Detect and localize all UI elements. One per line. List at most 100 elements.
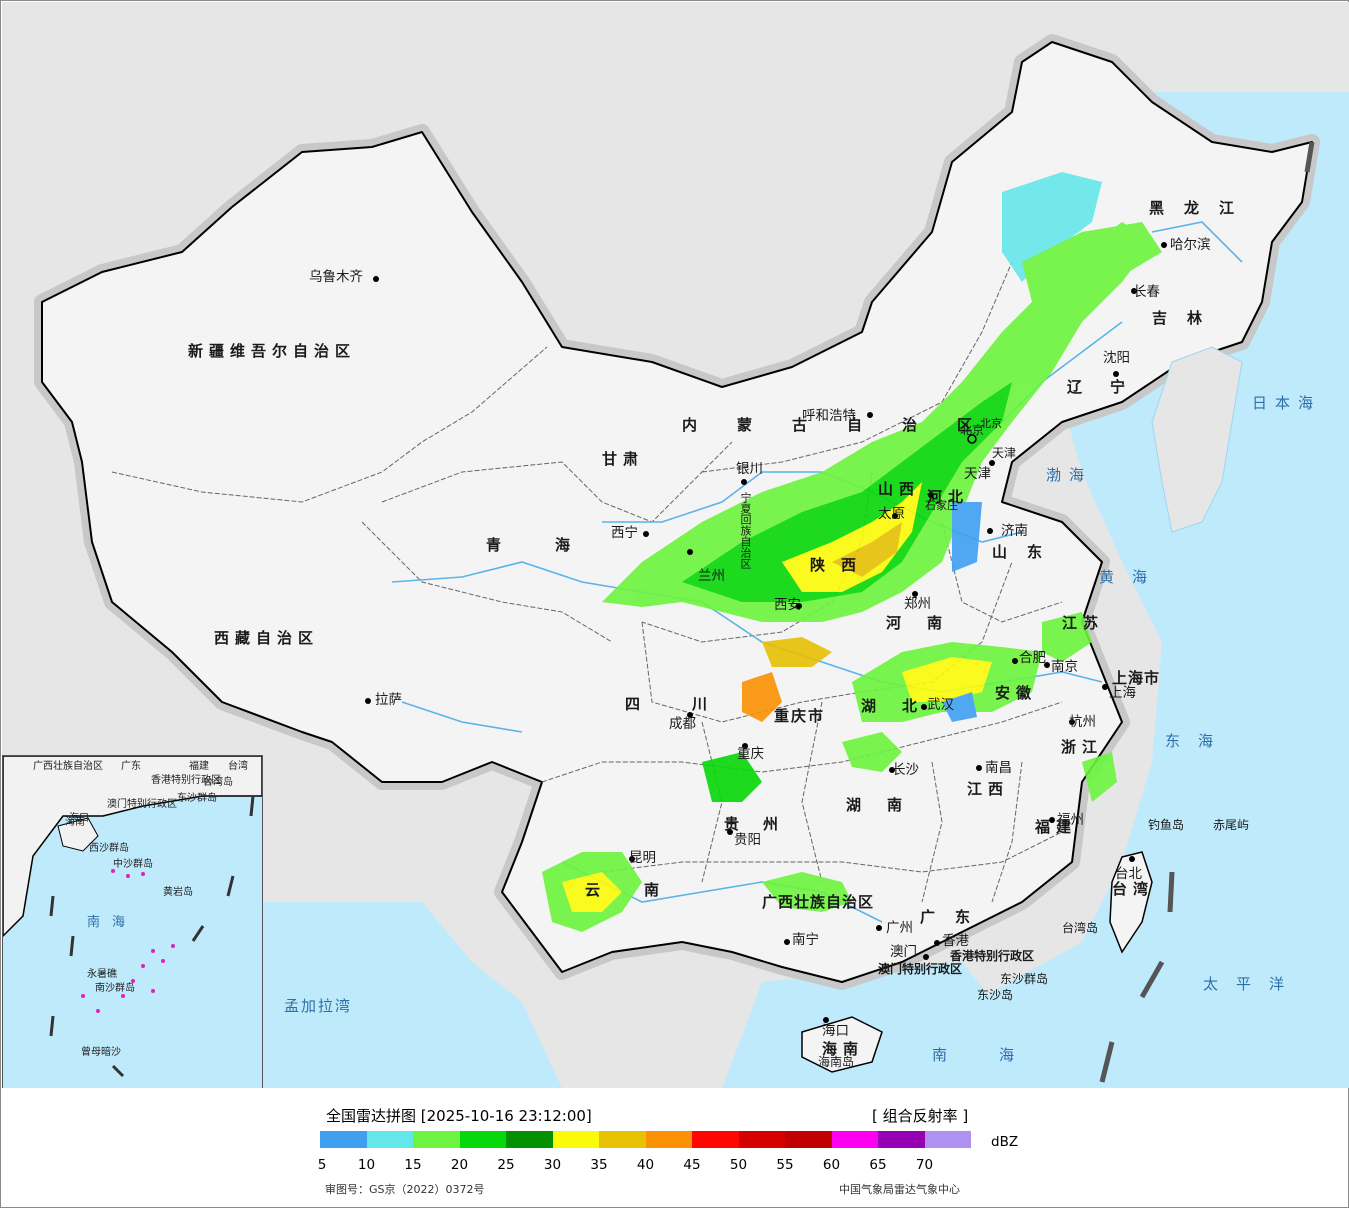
city-shanghai: 上海 — [1109, 685, 1136, 701]
scale-swatch — [459, 1131, 506, 1148]
island-dongsha: 东沙岛 — [977, 988, 1014, 1002]
province-guangdong: 广东 — [920, 908, 991, 926]
province-xinjiang: 新疆维吾尔自治区 — [188, 342, 357, 360]
scale-tick-label: 45 — [683, 1157, 701, 1173]
island-taiwan: 台湾岛 — [1062, 921, 1099, 935]
radar-map[interactable]: 新疆维吾尔自治区 西藏自治区 青海 甘肃 内蒙古自治区 黑龙江 吉林 辽宁 河北… — [2, 2, 1349, 1088]
city-nanchang: 南昌 — [985, 760, 1012, 776]
sea-japan: 日本海 — [1252, 394, 1322, 412]
inset-taiwan-island: 台湾岛 — [203, 777, 233, 788]
province-zhejiang: 浙江 — [1061, 738, 1104, 756]
province-jilin: 吉林 — [1152, 309, 1223, 327]
city-hongkong: 香港 — [942, 933, 969, 949]
city-changsha: 长沙 — [892, 762, 919, 778]
city-beijing: 北京 — [980, 417, 1002, 430]
scale-swatch — [878, 1131, 925, 1148]
inset-haikou: 海口 — [69, 813, 89, 824]
inset-nansha: 南沙群岛 — [95, 983, 135, 994]
organization: 中国气象局雷达气象中心 — [839, 1183, 960, 1196]
inset-zhongsha: 中沙群岛 — [113, 859, 153, 870]
legend-title: 全国雷达拼图 [2025-10-16 23:12:00] — [326, 1107, 592, 1125]
scale-swatch — [320, 1131, 367, 1148]
city-lhasa: 拉萨 — [375, 692, 402, 708]
province-guangxi: 广西壮族自治区 — [762, 893, 875, 911]
inset-fujian: 福建 — [189, 761, 209, 772]
province-gansu: 甘肃 — [602, 450, 645, 468]
inset-nanhai: 南海 — [87, 915, 138, 930]
inset-macau: 澳门特别行政区 — [107, 799, 177, 810]
city-zhengzhou: 郑州 — [904, 596, 931, 612]
city-chengdu: 成都 — [669, 716, 696, 732]
scale-tick-label: 5 — [317, 1157, 327, 1173]
city-fuzhou: 福州 — [1057, 812, 1084, 828]
province-jiangsu: 江苏 — [1062, 614, 1105, 632]
inset-hainan — [57, 817, 99, 852]
province-guizhou: 贵州 — [724, 815, 803, 833]
legend-product: [ 组合反射率 ] — [872, 1107, 969, 1125]
city-taiyuan: 太原 — [878, 506, 905, 522]
city-nanjing: 南京 — [1051, 659, 1078, 675]
radar-echoes — [542, 172, 1162, 932]
island-dongsha-group: 东沙群岛 — [1000, 972, 1049, 986]
map-canvas — [34, 34, 1349, 1088]
scale-swatch — [645, 1131, 692, 1148]
dash-line — [1099, 141, 1315, 1083]
hainan-island — [801, 1016, 883, 1073]
scale-tick-label: 55 — [776, 1157, 794, 1173]
taiwan-island — [1109, 851, 1153, 954]
city-hohhot: 呼和浩特 — [802, 408, 856, 424]
scale-tick-label: 10 — [357, 1157, 376, 1173]
scale-swatch — [413, 1131, 460, 1148]
province-jiangxi: 江西 — [967, 780, 1010, 798]
city-xian: 西安 — [774, 597, 801, 613]
city-taipei: 台北 — [1115, 866, 1142, 882]
sea-south-china: 南海 — [932, 1046, 1067, 1064]
approval-number: 审图号：GS京（2022）0372号 — [325, 1183, 485, 1196]
inset-yongshu: 永暑礁 — [87, 969, 117, 980]
east-sea-area — [902, 292, 1349, 1088]
sea-bay-of-bengal: 孟加拉湾 — [284, 997, 353, 1015]
scale-swatch — [785, 1131, 832, 1148]
inset-zengmu: 曾母暗沙 — [81, 1047, 121, 1058]
scale-swatch — [738, 1131, 785, 1148]
sea-yellow: 黄海 — [1099, 568, 1166, 586]
bay-of-bengal — [257, 902, 562, 1088]
province-tianjin: 天津 — [992, 446, 1017, 460]
inset-dongsha: 东沙群岛 — [177, 793, 217, 804]
scale-tick-label: 30 — [543, 1157, 562, 1173]
inset-guangxi: 广西壮族自治区 — [33, 761, 103, 772]
inset-hainan: 海南 — [65, 817, 85, 828]
korea-peninsula — [1151, 346, 1243, 533]
province-henan: 河南 — [886, 614, 969, 632]
province-shandong: 山东 — [992, 543, 1063, 561]
sea-pacific: 太平洋 — [1203, 975, 1303, 993]
city-shenyang: 沈阳 — [1103, 350, 1130, 366]
island-hainan: 海南岛 — [818, 1055, 855, 1069]
city-lanzhou: 兰州 — [698, 568, 725, 584]
province-heilongjiang: 黑龙江 — [1149, 199, 1255, 217]
scale-tick-label: 40 — [636, 1157, 655, 1173]
inset-huangyan: 黄岩岛 — [163, 887, 193, 898]
city-macau: 澳门 — [890, 944, 917, 960]
legend-panel: 全国雷达拼图 [2025-10-16 23:12:00] [ 组合反射率 ] 5… — [1, 1089, 1348, 1207]
island-diaoyu: 钓鱼岛 — [1148, 818, 1185, 832]
city-xining: 西宁 — [611, 525, 638, 541]
color-scale — [320, 1131, 971, 1148]
inset-canvas — [3, 756, 262, 1078]
scale-tick-label: 65 — [869, 1157, 887, 1173]
inset-land — [3, 756, 262, 938]
province-liaoning: 辽宁 — [1067, 378, 1154, 396]
region-hongkong: 香港特别行政区 — [950, 949, 1035, 963]
scale-swatch — [692, 1131, 739, 1148]
scale-swatch — [924, 1131, 971, 1148]
scale-swatch — [831, 1131, 878, 1148]
city-yinchuan: 银川 — [736, 461, 763, 477]
province-chongqing: 重庆市 — [774, 707, 826, 725]
scale-tick-label: 35 — [590, 1157, 608, 1173]
scale-tick-label: 60 — [822, 1157, 841, 1173]
legend-unit: dBZ — [991, 1134, 1019, 1150]
city-harbin: 哈尔滨 — [1170, 237, 1211, 253]
province-xizang: 西藏自治区 — [214, 629, 320, 647]
island-chiwei: 赤尾屿 — [1213, 818, 1250, 832]
